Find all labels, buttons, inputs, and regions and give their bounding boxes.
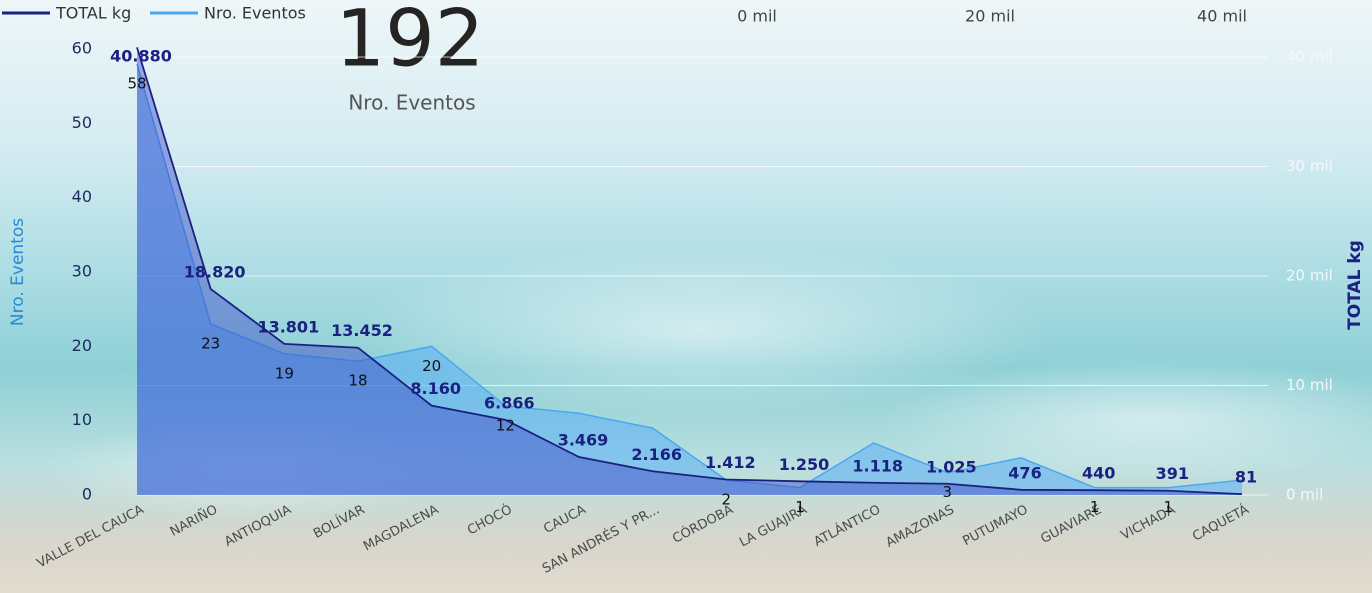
- card-value: 192: [336, 0, 485, 84]
- x-tick-label: CAUCA: [541, 502, 588, 537]
- data-label: 13.452: [331, 321, 393, 340]
- y-tick-label: 50: [72, 113, 92, 132]
- data-label: 23: [201, 335, 220, 353]
- top-axis-label: 40 mil: [1197, 7, 1247, 26]
- data-label: 391: [1156, 464, 1189, 483]
- x-tick-label: SAN ANDRÉS Y PR...: [540, 501, 663, 576]
- data-label: 58: [127, 74, 146, 92]
- data-label: 12: [496, 416, 515, 434]
- y-tick-label: 40: [72, 187, 92, 206]
- data-label: 1.118: [852, 456, 903, 475]
- x-tick-label: AMAZONAS: [884, 502, 957, 550]
- x-tick-label: VALLE DEL CAUCA: [35, 502, 147, 571]
- y2-tick-label: 10 mil: [1286, 376, 1333, 394]
- data-label: 1: [1164, 498, 1174, 516]
- line: [136, 47, 1243, 496]
- y2-tick-label: 0 mil: [1286, 486, 1323, 504]
- y-tick-label: 30: [72, 262, 92, 281]
- data-label: 81: [1235, 468, 1257, 487]
- area: [137, 47, 1242, 495]
- x-tick-label: CHOCÓ: [465, 501, 515, 538]
- y-tick-label: 10: [72, 410, 92, 429]
- top-axis-label: 20 mil: [965, 7, 1015, 26]
- data-label: 20: [422, 357, 441, 375]
- data-label: 1.250: [779, 455, 830, 474]
- x-tick-label: BOLÍVAR: [311, 501, 368, 541]
- data-label: 8.160: [410, 379, 461, 398]
- card-label: Nro. Eventos: [348, 91, 475, 115]
- legend-label: TOTAL kg: [55, 4, 131, 23]
- y2-axis-title: TOTAL kg: [1345, 240, 1365, 330]
- x-tick-label: CAQUETÁ: [1190, 501, 1252, 544]
- x-tick-label: MAGDALENA: [361, 502, 441, 554]
- y2-tick-label: 40 mil: [1286, 47, 1333, 65]
- data-label: 2: [722, 491, 732, 509]
- y-tick-label: 20: [72, 336, 92, 355]
- data-label: 3: [943, 483, 953, 501]
- data-label: 19: [275, 364, 294, 382]
- line: [136, 63, 1243, 489]
- y-tick-label: 0: [82, 485, 92, 504]
- legend-label: Nro. Eventos: [204, 4, 306, 23]
- data-label: 1: [795, 498, 805, 516]
- data-label: 2.166: [631, 445, 682, 464]
- x-tick-label: NARIÑO: [167, 501, 220, 539]
- y2-tick-label: 20 mil: [1286, 266, 1333, 284]
- x-tick-label: PUTUMAYO: [960, 502, 1030, 549]
- data-label: 476: [1008, 463, 1041, 482]
- y2-tick-label: 30 mil: [1286, 157, 1333, 175]
- data-label: 13.801: [257, 317, 319, 336]
- data-label: 440: [1082, 464, 1115, 483]
- data-label: 40.880: [110, 47, 172, 66]
- data-label: 18.820: [184, 262, 246, 281]
- area: [137, 63, 1242, 495]
- data-label: 3.469: [558, 431, 609, 450]
- x-tick-label: ANTIOQUIA: [222, 502, 294, 550]
- data-label: 1.412: [705, 453, 756, 472]
- data-label: 6.866: [484, 393, 535, 412]
- x-tick-label: ATLÁNTICO: [811, 501, 883, 549]
- top-axis-label: 0 mil: [737, 7, 777, 26]
- data-label: 1.025: [926, 457, 977, 476]
- y-axis-title: Nro. Eventos: [8, 218, 28, 326]
- data-label: 18: [348, 372, 367, 390]
- data-label: 1: [1090, 498, 1100, 516]
- y-tick-label: 60: [72, 39, 92, 58]
